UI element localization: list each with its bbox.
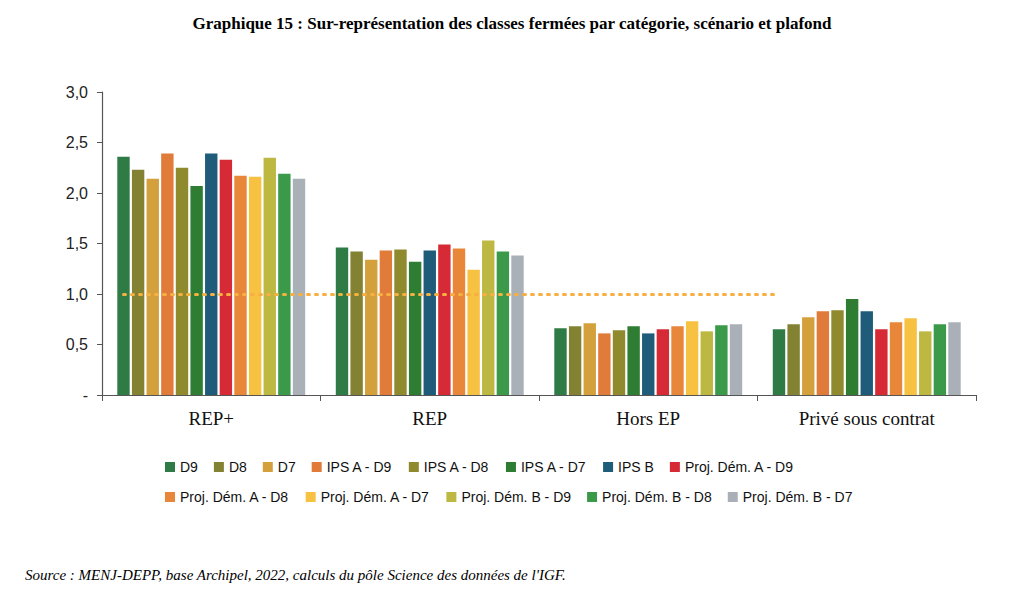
svg-text:Hors EP: Hors EP (616, 408, 680, 429)
svg-text:Proj. Dém. B - D7: Proj. Dém. B - D7 (743, 489, 853, 505)
svg-text:D8: D8 (229, 459, 247, 475)
svg-text:REP: REP (412, 408, 447, 429)
svg-text:Source : MENJ-DEPP, base Archi: Source : MENJ-DEPP, base Archipel, 2022,… (25, 567, 566, 583)
svg-text:IPS A - D9: IPS A - D9 (327, 459, 392, 475)
svg-text:IPS A - D7: IPS A - D7 (521, 459, 586, 475)
svg-text:3,0: 3,0 (66, 84, 88, 101)
svg-text:Proj. Dém. A - D7: Proj. Dém. A - D7 (321, 489, 429, 505)
svg-text:IPS B: IPS B (618, 459, 654, 475)
svg-text:Privé sous contrat: Privé sous contrat (799, 408, 936, 429)
svg-text:-: - (83, 387, 88, 404)
svg-text:REP+: REP+ (188, 408, 234, 429)
svg-text:2,5: 2,5 (66, 134, 88, 151)
svg-text:Proj. Dém. A - D9: Proj. Dém. A - D9 (685, 459, 793, 475)
svg-text:D9: D9 (180, 459, 198, 475)
svg-text:Proj. Dém. A - D8: Proj. Dém. A - D8 (180, 489, 288, 505)
svg-text:1,0: 1,0 (66, 286, 88, 303)
svg-text:D7: D7 (278, 459, 296, 475)
svg-text:0,5: 0,5 (66, 336, 88, 353)
svg-text:Graphique 15 : Sur-représentat: Graphique 15 : Sur-représentation des cl… (193, 14, 833, 33)
svg-text:IPS A - D8: IPS A - D8 (424, 459, 489, 475)
svg-text:2,0: 2,0 (66, 185, 88, 202)
svg-text:Proj. Dém. B - D9: Proj. Dém. B - D9 (461, 489, 571, 505)
svg-text:1,5: 1,5 (66, 235, 88, 252)
svg-text:Proj. Dém. B - D8: Proj. Dém. B - D8 (602, 489, 712, 505)
